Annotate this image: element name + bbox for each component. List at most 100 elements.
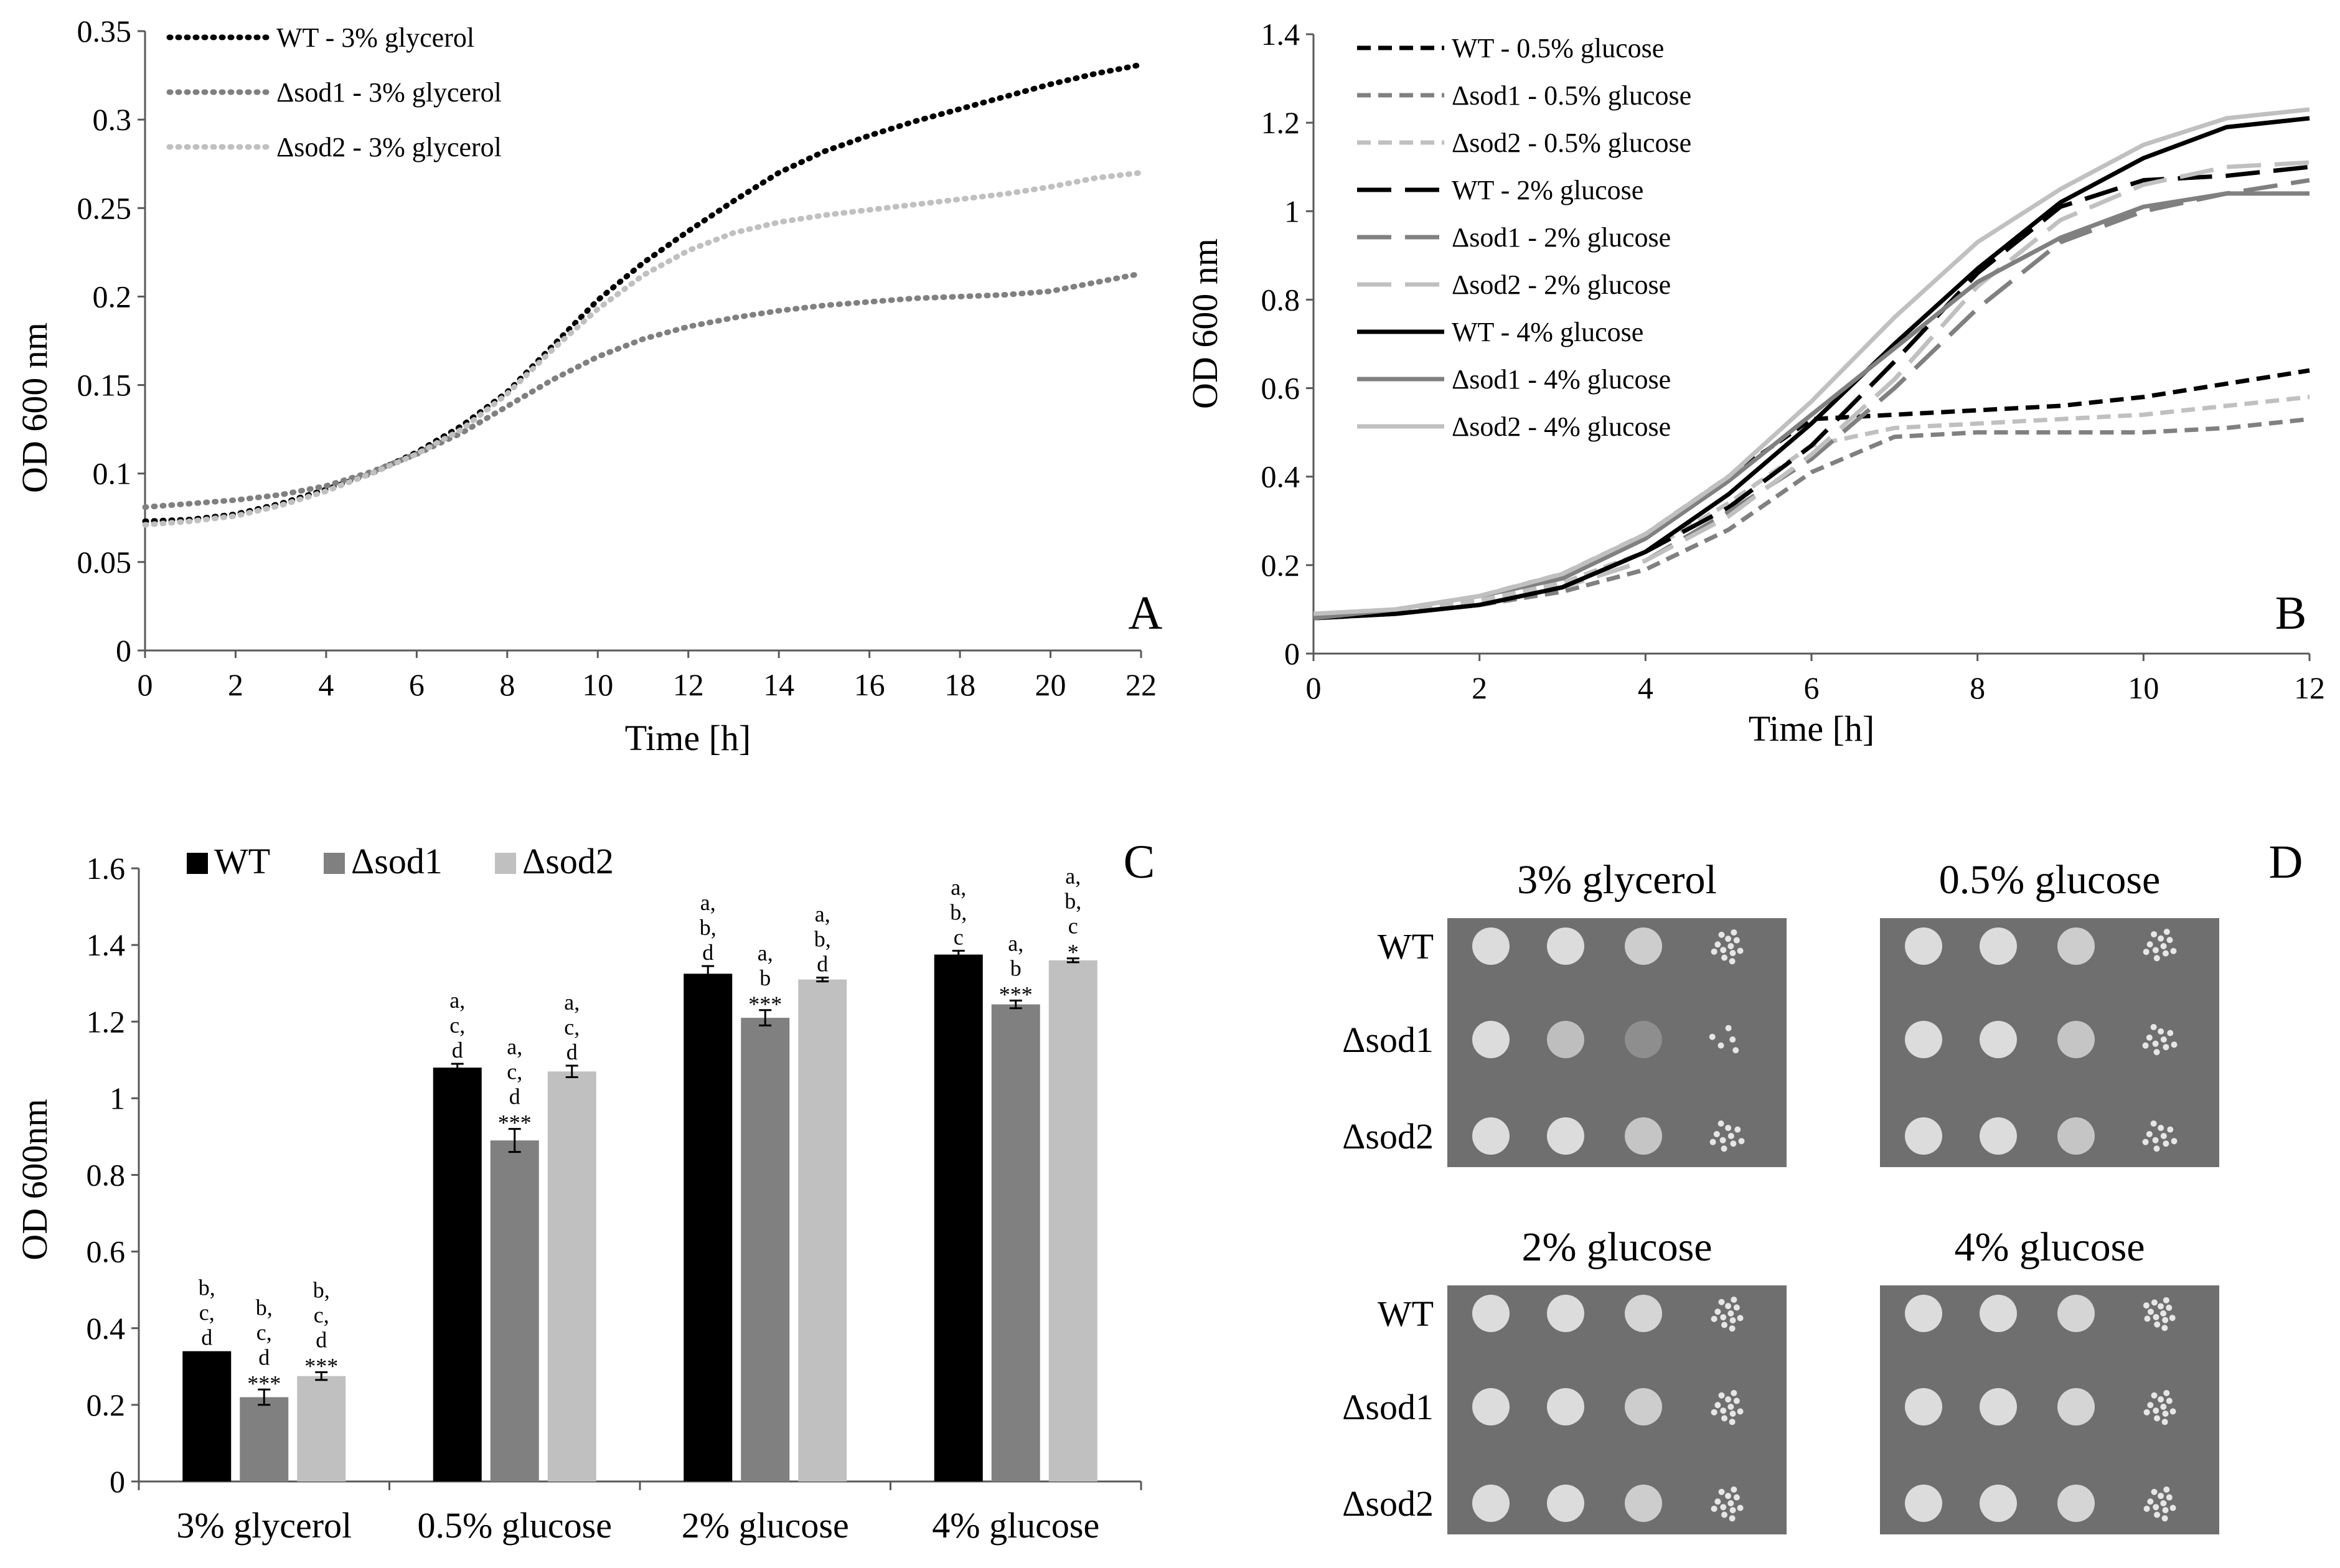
yeast-colony xyxy=(1729,950,1736,957)
yeast-colony xyxy=(2150,1024,2157,1031)
yeast-colony xyxy=(1725,1303,1732,1310)
significance-letter: d xyxy=(566,1040,578,1064)
x-tick-label: 16 xyxy=(854,667,885,702)
yeast-colony xyxy=(1731,1486,1737,1493)
yeast-colony xyxy=(1714,1498,1721,1505)
y-tick-label: 0.15 xyxy=(77,368,132,403)
yeast-colony xyxy=(1709,1033,1716,1040)
yeast-colony xyxy=(2163,1389,2170,1396)
significance-letter: d xyxy=(201,1325,212,1350)
bar xyxy=(684,974,733,1481)
yeast-colony xyxy=(1727,943,1734,949)
bar xyxy=(798,979,847,1481)
yeast-colony xyxy=(2166,1494,2173,1501)
yeast-colony xyxy=(1737,947,1744,954)
significance-letter: a, xyxy=(449,988,465,1013)
plate-title: 3% glycerol xyxy=(1517,857,1717,903)
legend-swatch xyxy=(495,853,516,874)
yeast-spot xyxy=(1625,1485,1662,1522)
yeast-spot xyxy=(1547,1295,1584,1332)
yeast-colony xyxy=(2167,1126,2174,1133)
significance-letter: d xyxy=(452,1038,463,1063)
yeast-spot xyxy=(1905,927,1942,965)
yeast-colony xyxy=(2169,1505,2176,1511)
series-line xyxy=(1313,368,2310,621)
yeast-colony xyxy=(1737,1315,1744,1322)
yeast-spot xyxy=(1980,1021,2017,1058)
panel-c-y-axis-label: OD 600nm xyxy=(14,1099,55,1260)
yeast-colony xyxy=(1730,1140,1737,1147)
yeast-spot xyxy=(2057,1388,2095,1425)
y-tick-label: 0.4 xyxy=(1261,459,1300,494)
plate-title: 2% glucose xyxy=(1521,1224,1712,1270)
plate-title: 4% glucose xyxy=(1954,1224,2145,1270)
yeast-colony xyxy=(2146,1130,2153,1137)
yeast-colony xyxy=(1720,947,1727,954)
yeast-spot xyxy=(1905,1388,1942,1425)
significance-letter: c, xyxy=(507,1059,522,1084)
y-tick-label: 0.8 xyxy=(1261,282,1300,317)
yeast-colony xyxy=(1732,1047,1739,1054)
yeast-colony xyxy=(1729,1515,1736,1522)
yeast-spot xyxy=(1625,1117,1662,1155)
significance-letter: c, xyxy=(256,1320,272,1345)
yeast-colony xyxy=(1731,1296,1737,1303)
legend-label: Δsod2 - 3% glycerol xyxy=(276,132,502,162)
legend-label: WT - 0.5% glucose xyxy=(1452,33,1664,63)
legend-label: Δsod2 - 4% glucose xyxy=(1452,411,1671,442)
yeast-colony xyxy=(1711,948,1717,955)
yeast-colony xyxy=(2152,1040,2159,1047)
yeast-colony xyxy=(2154,1415,2161,1422)
significance-letter: a, xyxy=(1065,864,1081,889)
legend-label: Δsod1 - 0.5% glucose xyxy=(1452,80,1691,111)
significance-letter: a, xyxy=(507,1035,522,1059)
yeast-colony xyxy=(1729,1411,1736,1417)
legend-label: Δsod1 xyxy=(351,841,443,881)
yeast-colony xyxy=(2161,1419,2168,1425)
yeast-colony xyxy=(2163,928,2170,935)
yeast-colony xyxy=(2153,1504,2159,1511)
yeast-colony xyxy=(1709,1138,1716,1145)
series-line xyxy=(142,270,1144,510)
panel-c-chart: 00.20.40.60.811.21.41.63% glyceroldc,b,*… xyxy=(14,836,1155,1546)
yeast-spot xyxy=(1980,1485,2017,1522)
yeast-colony xyxy=(2162,1507,2169,1514)
yeast-colony xyxy=(1718,1392,1725,1399)
yeast-spot xyxy=(1472,1295,1510,1332)
x-tick-label: 4 xyxy=(318,667,334,702)
yeast-colony xyxy=(2171,1138,2178,1145)
yeast-spot xyxy=(2057,1295,2095,1332)
yeast-spot xyxy=(1547,1388,1584,1425)
yeast-spot xyxy=(1547,1021,1584,1058)
y-tick-label: 0.2 xyxy=(87,1387,126,1422)
yeast-colony xyxy=(1714,941,1721,948)
legend-label: Δsod1 - 2% glucose xyxy=(1452,222,1671,253)
significance-letter: d xyxy=(316,1328,327,1353)
yeast-colony xyxy=(1733,1397,1740,1404)
y-tick-label: 0.05 xyxy=(77,545,132,580)
significance-letter: d xyxy=(817,951,828,976)
yeast-colony xyxy=(1729,1317,1736,1324)
panel-b-chart: 0 0.2 0.4 0.6 0.8 1 1.2 1.4 0 2 4 6 8 10 12 WT - 0.5% g… xyxy=(1185,17,2325,749)
x-tick-label: 6 xyxy=(409,667,425,702)
series-line xyxy=(142,62,1144,524)
significance-letter: a, xyxy=(1008,931,1023,955)
yeast-colony xyxy=(2160,1500,2167,1506)
yeast-colony xyxy=(1721,954,1728,961)
yeast-spot xyxy=(1905,1485,1942,1522)
y-tick-label: 1.2 xyxy=(87,1004,126,1039)
y-tick-label: 0.1 xyxy=(93,456,132,491)
yeast-colony xyxy=(1720,1407,1727,1414)
yeast-colony xyxy=(2169,1408,2176,1415)
yeast-colony xyxy=(2163,1044,2169,1051)
yeast-colony xyxy=(1727,1133,1734,1139)
significance-stars: *** xyxy=(304,1354,338,1379)
panel-a-chart: 0 0.05 0.1 0.15 0.2 0.25 0.3 0.35 0 2 4 6 8 10 12 14 16 1… xyxy=(14,14,1163,758)
row-label: Δsod2 xyxy=(1342,1483,1434,1524)
significance-letter: b, xyxy=(313,1278,330,1303)
yeast-colony xyxy=(1727,1310,1734,1317)
significance-letter: d xyxy=(509,1084,520,1109)
yeast-spot xyxy=(1980,1295,2017,1332)
yeast-colony xyxy=(1721,1415,1728,1422)
